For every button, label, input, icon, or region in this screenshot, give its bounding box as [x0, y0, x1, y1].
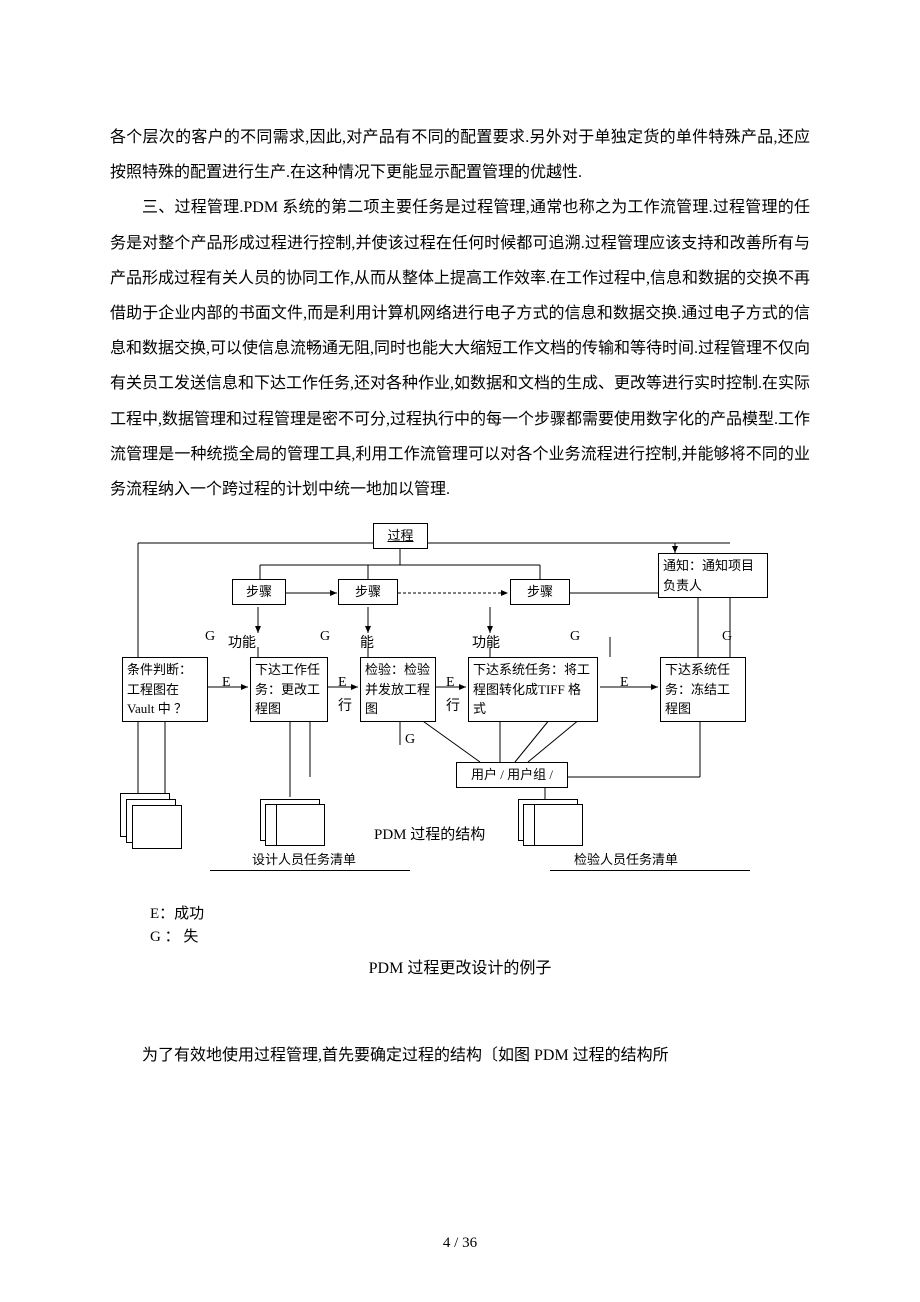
label-func-1: 功能 — [228, 632, 256, 652]
label-neng: 能 — [360, 632, 374, 652]
page-number: 4 / 36 — [0, 1235, 920, 1252]
label-E-1: E — [222, 675, 231, 691]
legend-g: G ： 失 — [150, 926, 810, 949]
underline-inspect — [550, 869, 750, 871]
label-design-list: 设计人员任务清单 — [252, 849, 356, 868]
node-notify: 通知：通知项目负责人 — [658, 553, 768, 598]
node-step-3: 步骤 — [510, 579, 570, 605]
label-G-3: G — [570, 629, 580, 645]
label-xing-1: 行 — [338, 695, 352, 715]
label-G-2: G — [320, 629, 330, 645]
label-func-2: 功能 — [472, 632, 500, 652]
label-E-4: E — [620, 675, 629, 691]
label-E-3: E — [446, 675, 455, 691]
label-xing-2: 行 — [446, 695, 460, 715]
body-text: 各个层次的客户的不同需求,因此,对产品有不同的配置要求.另外对于单独定货的单件特… — [110, 120, 810, 507]
node-process: 过程 — [373, 523, 428, 549]
label-G-1: G — [205, 629, 215, 645]
doc-stack-design-tab — [265, 804, 277, 846]
label-G-5: G — [405, 732, 415, 748]
node-task2: 下达系统任务：将工程图转化成TIFF 格式 — [468, 657, 598, 722]
label-E-2: E — [338, 675, 347, 691]
node-task1: 下达工作任务：更改工程图 — [250, 657, 328, 722]
paragraph-1: 各个层次的客户的不同需求,因此,对产品有不同的配置要求.另外对于单独定货的单件特… — [110, 120, 810, 190]
paragraph-2: 三、过程管理.PDM 系统的第二项主要任务是过程管理,通常也称之为工作流管理.过… — [110, 190, 810, 507]
document-page: 各个层次的客户的不同需求,因此,对产品有不同的配置要求.另外对于单独定货的单件特… — [0, 0, 920, 1302]
doc-stack-left-front — [132, 805, 182, 849]
label-inspect-list: 检验人员任务清单 — [574, 849, 678, 868]
node-usergroup: 用户 / 用户组 / — [456, 762, 568, 788]
node-step-1: 步骤 — [232, 579, 286, 605]
underline-design — [210, 869, 410, 871]
node-step-2: 步骤 — [338, 579, 398, 605]
label-pdm-struct: PDM 过程的结构 — [374, 823, 485, 844]
paragraph-3: 为了有效地使用过程管理,首先要确定过程的结构〔如图 PDM 过程的结构所 — [110, 1038, 810, 1073]
legend-e: E：成功 — [150, 903, 810, 926]
diagram-caption: PDM 过程更改设计的例子 — [110, 954, 810, 978]
node-inspect: 检验：检验并发放工程图 — [360, 657, 436, 722]
label-G-4: G — [722, 629, 732, 645]
process-diagram: 过程 通知：通知项目负责人 步骤 步骤 步骤 功能 能 功能 G G G G 条… — [110, 517, 810, 897]
body-text-after: 为了有效地使用过程管理,首先要确定过程的结构〔如图 PDM 过程的结构所 — [110, 1038, 810, 1073]
node-task3: 下达系统任务：冻结工程图 — [660, 657, 746, 722]
legend: E：成功 G ： 失 — [110, 903, 810, 948]
doc-stack-inspect-tab — [523, 804, 535, 846]
node-cond: 条件判断：工程图在Vault 中 ？ — [122, 657, 208, 722]
